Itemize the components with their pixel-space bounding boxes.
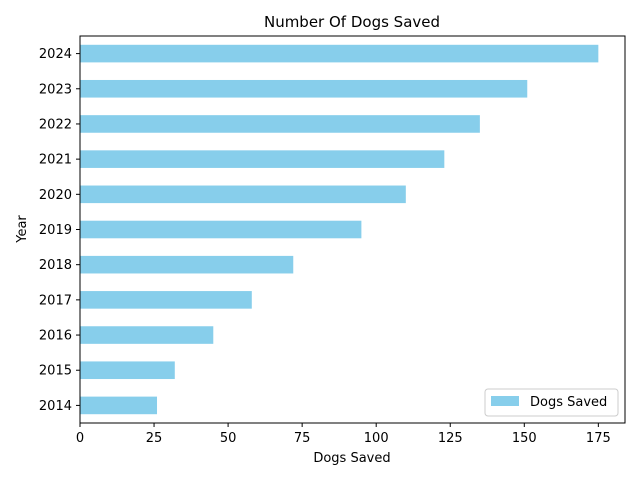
legend: Dogs Saved bbox=[484, 388, 619, 417]
x-axis-label: Dogs Saved bbox=[313, 451, 390, 466]
x-tick-label: 0 bbox=[76, 431, 84, 446]
x-tick-label: 100 bbox=[364, 431, 389, 446]
y-axis: 2014 2015 2016 2017 2018 2019 2020 2021 2022 2023… bbox=[39, 47, 80, 414]
y-tick-label: 2021 bbox=[39, 153, 72, 168]
bar-2023 bbox=[80, 79, 528, 98]
bar-2014 bbox=[80, 396, 158, 415]
y-tick-label: 2023 bbox=[39, 82, 72, 97]
y-tick-label: 2015 bbox=[39, 364, 72, 379]
y-tick-label: 2019 bbox=[39, 223, 72, 238]
bar-2020 bbox=[80, 185, 406, 204]
bar-2024 bbox=[80, 44, 599, 63]
x-tick-label: 125 bbox=[438, 431, 463, 446]
x-tick-label: 150 bbox=[512, 431, 537, 446]
bar-2018 bbox=[80, 255, 294, 274]
bar-group bbox=[80, 44, 599, 415]
bar-2021 bbox=[80, 150, 445, 168]
bar-2022 bbox=[80, 115, 480, 133]
bar-2019 bbox=[80, 220, 362, 239]
y-tick-label: 2014 bbox=[39, 399, 72, 414]
y-tick-label: 2022 bbox=[39, 117, 72, 132]
y-tick-label: 2024 bbox=[39, 47, 72, 62]
x-tick-label: 175 bbox=[586, 431, 611, 446]
legend-box bbox=[484, 388, 619, 417]
x-tick-label: 25 bbox=[146, 431, 163, 446]
x-axis: 0 25 50 75 100 125 150 175 bbox=[76, 423, 611, 446]
y-tick-label: 2020 bbox=[39, 188, 72, 203]
legend-swatch bbox=[491, 396, 519, 406]
y-tick-label: 2018 bbox=[39, 258, 72, 273]
chart-title: Number Of Dogs Saved bbox=[264, 13, 440, 31]
bar-2016 bbox=[80, 326, 214, 344]
x-tick-label: 50 bbox=[220, 431, 237, 446]
x-tick-label: 75 bbox=[294, 431, 311, 446]
bar-2017 bbox=[80, 291, 252, 309]
y-tick-label: 2017 bbox=[39, 293, 72, 308]
legend-label: Dogs Saved bbox=[530, 395, 607, 410]
y-axis-label: Year bbox=[15, 215, 30, 244]
y-tick-label: 2016 bbox=[39, 329, 72, 344]
bar-2015 bbox=[80, 361, 175, 380]
